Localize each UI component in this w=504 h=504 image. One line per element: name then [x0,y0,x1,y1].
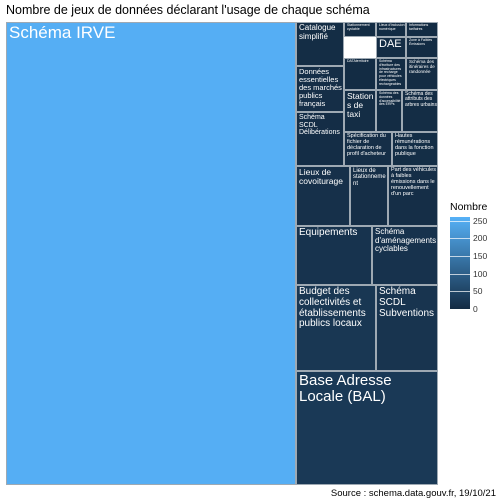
legend-tick-label: 150 [473,250,488,261]
treemap-tile-label: DAE [379,38,402,50]
treemap-tile-dae: DAE [376,37,406,58]
treemap-tile-stations-de-taxi: Stations de taxi [344,90,376,132]
treemap-tile-lieux-de-stationnement: Lieux de stationnement [350,166,388,226]
treemap-tile-label: Schéma SCDL Subventions [379,286,435,319]
treemap-tile-dataterritoire: DATAterritoire [344,58,376,90]
treemap-tile-label: Spécification du fichier de déclaration … [347,133,386,157]
treemap-tile-label: Equipements [299,227,358,238]
treemap-tile-label: Données essentielles des marchés publics… [299,67,342,109]
treemap-tile-label: Base Adresse Locale (BAL) [299,372,392,406]
treemap: Schéma IRVE Base Adresse Locale (BAL) Budg… [6,22,438,485]
treemap-tile-label: Schéma des itinéraires de randonnée [409,59,435,74]
treemap-tile-label: Schéma d'écriture des infrastructures de… [379,59,402,86]
treemap-tile-schema-des-attributs-des-arbres-urbains: Schéma des attributs des arbres urbains [402,90,438,132]
legend-tick-mark [450,238,470,240]
treemap-tile-label: Lieux de stationnement [353,168,386,187]
legend-tick-label: 50 [473,286,483,297]
treemap-tile-base-adresse-locale-bal: Base Adresse Locale (BAL) [296,371,438,485]
treemap-tile-donnees-essentielles-des-marches-publics-francais: Données essentielles des marchés publics… [296,66,344,112]
treemap-tile-part-des-vehicules-a-faibles-emissions-dans-le-renouvellement-d-un-parc: Part des véhicules à faibles émissions d… [388,166,438,226]
treemap-tile-label: Stationnement cyclable [347,23,370,31]
chart-caption: Source : schema.data.gouv.fr, 19/10/21 [330,488,496,499]
treemap-tile-label: Schéma IRVE [9,23,116,42]
treemap-tile-label: Schéma des données d'accessibilité des E… [379,91,401,107]
chart-title: Nombre de jeux de données déclarant l'us… [6,3,370,17]
legend-tick-mark [450,255,470,257]
legend-tick-label: 0 [473,304,478,314]
treemap-tile-label: Zone à Faibles Émissions [409,38,433,46]
treemap-tile-label: Catalogue simplifié [299,23,336,41]
legend-tick-mark [450,220,470,222]
legend-tick-label: 250 [473,215,488,226]
treemap-tile-schema-scdl-deliberations: Schéma SCDL Délibérations [296,112,344,166]
treemap-tile-informations-tarifaires: Informations tarifaires [406,22,438,37]
treemap-tile-label: Lieux d'inclusion numérique [379,23,405,31]
treemap-tile-schema-scdl-subventions: Schéma SCDL Subventions [376,285,438,371]
treemap-tile-specification-du-fichier-de-declaration-de-profil-d-acheteur: Spécification du fichier de déclaration … [344,132,392,166]
treemap-tile-schema-irve: Schéma IRVE [6,22,296,485]
treemap-tile-label: Schéma des attributs des arbres urbains [405,91,437,108]
treemap-tile-schema-d-amenagements-cyclables: Schéma d'aménagements cyclables [372,226,438,285]
treemap-tile-equipements: Equipements [296,226,372,285]
legend-title: Nombre [450,201,488,213]
treemap-tile-schema-des-itineraires-de-randonnee: Schéma des itinéraires de randonnée [406,58,438,90]
treemap-tile-schema-des-donnees-d-accessibilite-des-erps: Schéma des données d'accessibilité des E… [376,90,402,132]
color-legend: Nombre 250 200 150 100 50 0 [450,201,488,314]
treemap-tile-label: Informations tarifaires [409,23,429,31]
treemap-tile-label: Budget des collectivités et établissemen… [299,286,366,330]
treemap-tile-schema-d-ecriture-des-infrastructures-de-recharge-pour-vehicules-electriques-rechargeables: Schéma d'écriture des infrastructures de… [376,58,406,90]
treemap-tile-label: Hautes rémunérations dans la fonction pu… [395,133,434,157]
treemap-tile-hautes-remunerations-dans-la-fonction-publique: Hautes rémunérations dans la fonction pu… [392,132,438,166]
treemap-tile-budget-des-collectivites-et-etablissements-publics-locaux: Budget des collectivités et établissemen… [296,285,376,371]
legend-tick-mark [450,309,470,310]
treemap-tile-zone-a-faibles-emissions: Zone à Faibles Émissions [406,37,438,58]
treemap-tile-label: Part des véhicules à faibles émissions d… [391,167,436,197]
treemap-tile-label: Schéma d'aménagements cyclables [375,227,437,254]
treemap-tile-lieux-d-inclusion-numerique: Lieux d'inclusion numérique [376,22,406,37]
legend-tick-label: 100 [473,268,488,279]
treemap-tile-label: Schéma SCDL Délibérations [299,114,340,137]
treemap-tile-lieux-de-covoiturage: Lieux de covoiturage [296,166,350,226]
treemap-tile-label: Lieux de covoiturage [299,167,343,187]
treemap-tile-label: Stations de taxi [347,91,374,120]
treemap-tile-label: DATAterritoire [347,59,369,63]
legend-tick-mark [450,273,470,275]
legend-tick-mark [450,291,470,293]
treemap-tile-catalogue-simplifie: Catalogue simplifié [296,22,344,66]
legend-color-bar [450,217,470,309]
legend-tick-label: 200 [473,233,488,244]
treemap-tile-stationnement-cyclable: Stationnement cyclable [344,22,376,37]
